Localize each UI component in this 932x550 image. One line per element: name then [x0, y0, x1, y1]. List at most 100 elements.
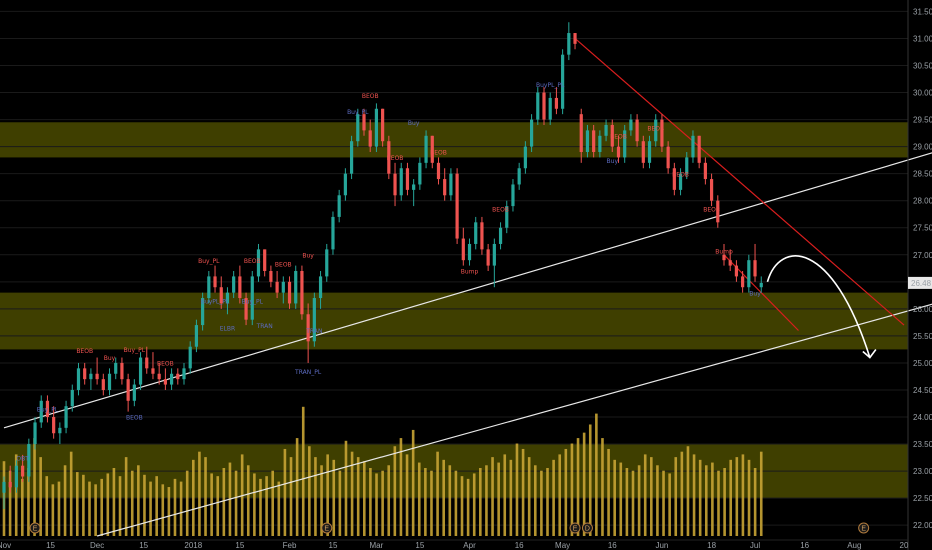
volume-bar — [741, 454, 745, 536]
x-tick-label: 18 — [707, 541, 716, 550]
candle-body — [716, 200, 720, 223]
candle-body — [455, 173, 459, 239]
candle-body — [592, 130, 596, 153]
last-price-text: 26.48 — [911, 279, 932, 288]
candle-body — [163, 379, 167, 385]
volume-bar — [88, 481, 91, 536]
candle-body — [610, 124, 614, 147]
volume-bar — [338, 470, 342, 536]
candle-body — [182, 368, 186, 380]
volume-bar — [570, 443, 574, 536]
volume-bar — [246, 465, 250, 536]
volume-bar — [234, 470, 238, 536]
volume-bar — [576, 438, 580, 536]
volume-bar — [442, 459, 445, 536]
y-tick-label: 25.50 — [913, 332, 932, 341]
candle-body — [492, 243, 496, 266]
pattern-label: BuyPL_PL — [201, 298, 230, 305]
volume-bar — [637, 465, 641, 536]
volume-bar — [216, 476, 220, 536]
y-tick-label: 30.00 — [913, 89, 932, 98]
volume-bar — [625, 468, 629, 536]
candle-body — [343, 173, 347, 196]
volume-bar — [588, 424, 592, 536]
y-tick-label: 31.50 — [913, 7, 932, 16]
earnings-marker-label: E — [573, 526, 578, 533]
candle-body — [474, 222, 478, 244]
candle-body — [467, 243, 472, 261]
candle-body — [368, 130, 372, 147]
earnings-marker-label: D — [585, 526, 590, 533]
volume-bar — [375, 473, 378, 536]
pattern-label: TRAN — [305, 328, 322, 335]
candle-body — [70, 389, 74, 407]
volume-bar — [350, 451, 354, 536]
earnings-marker — [29, 522, 41, 534]
candle-body — [381, 108, 385, 142]
volume-bar — [527, 457, 531, 536]
volume-bar — [674, 457, 678, 536]
x-tick-label: 16 — [515, 541, 524, 550]
volume-bar — [332, 459, 336, 536]
candle-body — [443, 179, 447, 196]
volume-bar — [650, 457, 653, 536]
candle-body — [703, 162, 707, 180]
volume-bar — [503, 454, 507, 536]
pattern-label: Buy — [749, 290, 761, 297]
x-tick-label: Dec — [90, 541, 104, 550]
candle-body — [207, 276, 211, 299]
candle-body — [356, 114, 360, 142]
volume-bar — [558, 454, 562, 536]
volume-bar — [753, 468, 757, 536]
x-tick-label: Feb — [283, 541, 297, 550]
volume-bar — [515, 443, 519, 536]
volume-bar — [631, 470, 635, 536]
volume-bar — [405, 454, 409, 536]
volume-bar — [185, 470, 189, 536]
volume-bar — [436, 451, 439, 536]
volume-bar — [540, 470, 543, 536]
candle-body — [101, 379, 105, 390]
candle-body — [14, 465, 19, 488]
pattern-label: BEOB — [610, 134, 627, 141]
volume-bar — [497, 462, 500, 536]
volume-bar — [729, 459, 733, 536]
candle-body — [256, 249, 261, 277]
candle-body — [536, 92, 540, 120]
candle-body — [21, 465, 25, 477]
candle-body — [107, 373, 112, 390]
candle-body — [132, 384, 136, 401]
candle-body — [498, 227, 503, 244]
x-tick-label: 15 — [46, 541, 55, 550]
y-tick-label: 26.00 — [913, 305, 932, 314]
candle-body — [349, 141, 354, 174]
candle-body — [250, 276, 254, 320]
volume-bar — [533, 465, 537, 536]
candle-body — [405, 168, 410, 190]
volume-bar — [314, 457, 317, 536]
pattern-label: BEOB — [647, 125, 664, 132]
earnings-marker-label: E — [861, 526, 866, 533]
volume-bar — [454, 470, 458, 536]
volume-bar — [564, 448, 568, 536]
volume-bar — [8, 470, 12, 536]
candle-body — [294, 271, 298, 304]
grid-lines — [0, 10, 908, 526]
volume-bar — [662, 470, 665, 536]
volume-bars — [2, 406, 763, 536]
volume-bar — [27, 468, 30, 536]
volume-bar — [479, 468, 482, 536]
volume-bar — [692, 454, 696, 536]
candle-body — [120, 362, 124, 380]
zone-band — [0, 122, 908, 158]
volume-bar — [466, 478, 470, 536]
candle-body — [424, 135, 428, 163]
candle-body — [573, 33, 577, 44]
x-tick-label: Nov — [0, 541, 11, 550]
candle-body — [362, 114, 366, 131]
pattern-label: BEOB — [244, 258, 261, 265]
candle-body — [654, 119, 658, 142]
volume-bar — [711, 462, 714, 536]
candle-body — [647, 141, 652, 163]
